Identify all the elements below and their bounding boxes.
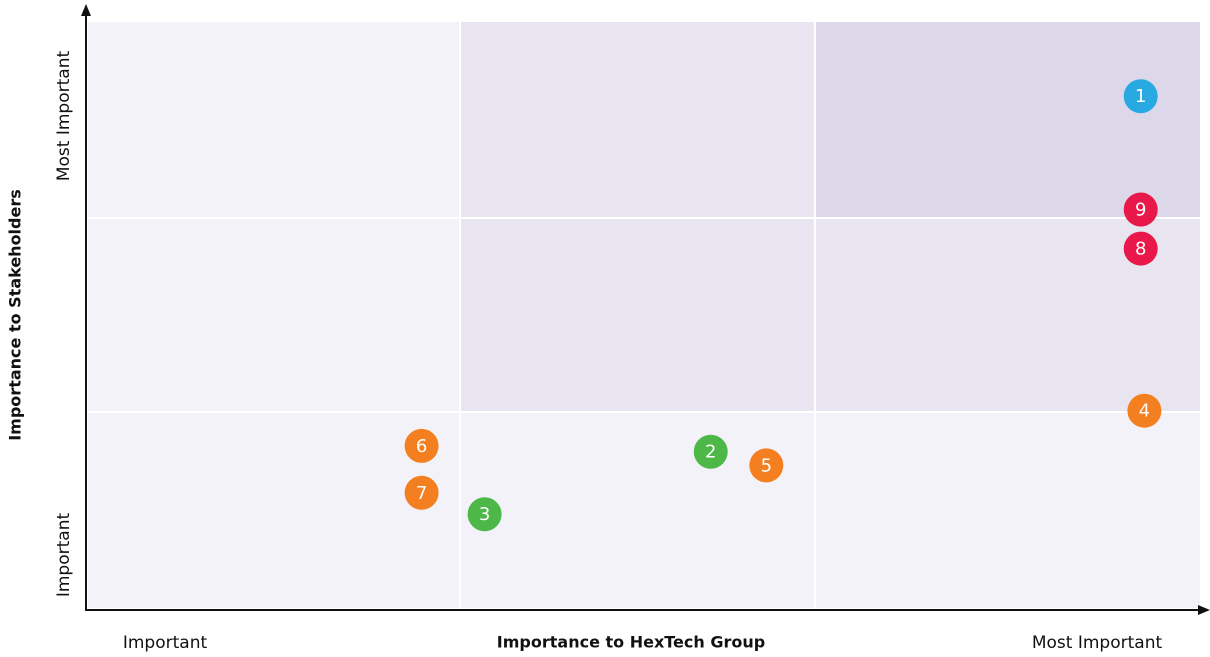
point (1123, 192, 1158, 227)
point (404, 428, 439, 463)
point (693, 434, 728, 469)
point-label: 2 (705, 442, 716, 463)
cell (460, 22, 815, 218)
point (1123, 79, 1158, 114)
point-label: 8 (1135, 239, 1146, 260)
point (749, 448, 784, 483)
y-label: Important (54, 513, 74, 598)
cell (88, 218, 460, 412)
point-label: 5 (761, 455, 772, 476)
x-axis-title: Importance to HexTech Group (497, 633, 765, 652)
y-axis-title: Importance to Stakeholders (6, 189, 25, 441)
cell (88, 22, 460, 218)
point-label: 3 (479, 504, 490, 525)
point-label: 9 (1135, 200, 1146, 221)
point-label: 1 (1135, 86, 1146, 107)
y-arrow (81, 4, 91, 16)
point-label: 7 (416, 483, 427, 504)
point (1127, 393, 1162, 428)
cell (460, 218, 815, 412)
point-label: 4 (1139, 401, 1150, 422)
point (1123, 231, 1158, 266)
x-label: Important (123, 633, 208, 653)
point (467, 497, 502, 532)
quadrants (88, 22, 1200, 608)
x-arrow (1198, 605, 1210, 615)
cell (815, 22, 1200, 218)
cell (88, 412, 1200, 608)
y-label: Most Important (54, 51, 74, 182)
point-label: 6 (416, 436, 427, 457)
x-label: Most Important (1032, 633, 1163, 653)
point (404, 475, 439, 510)
